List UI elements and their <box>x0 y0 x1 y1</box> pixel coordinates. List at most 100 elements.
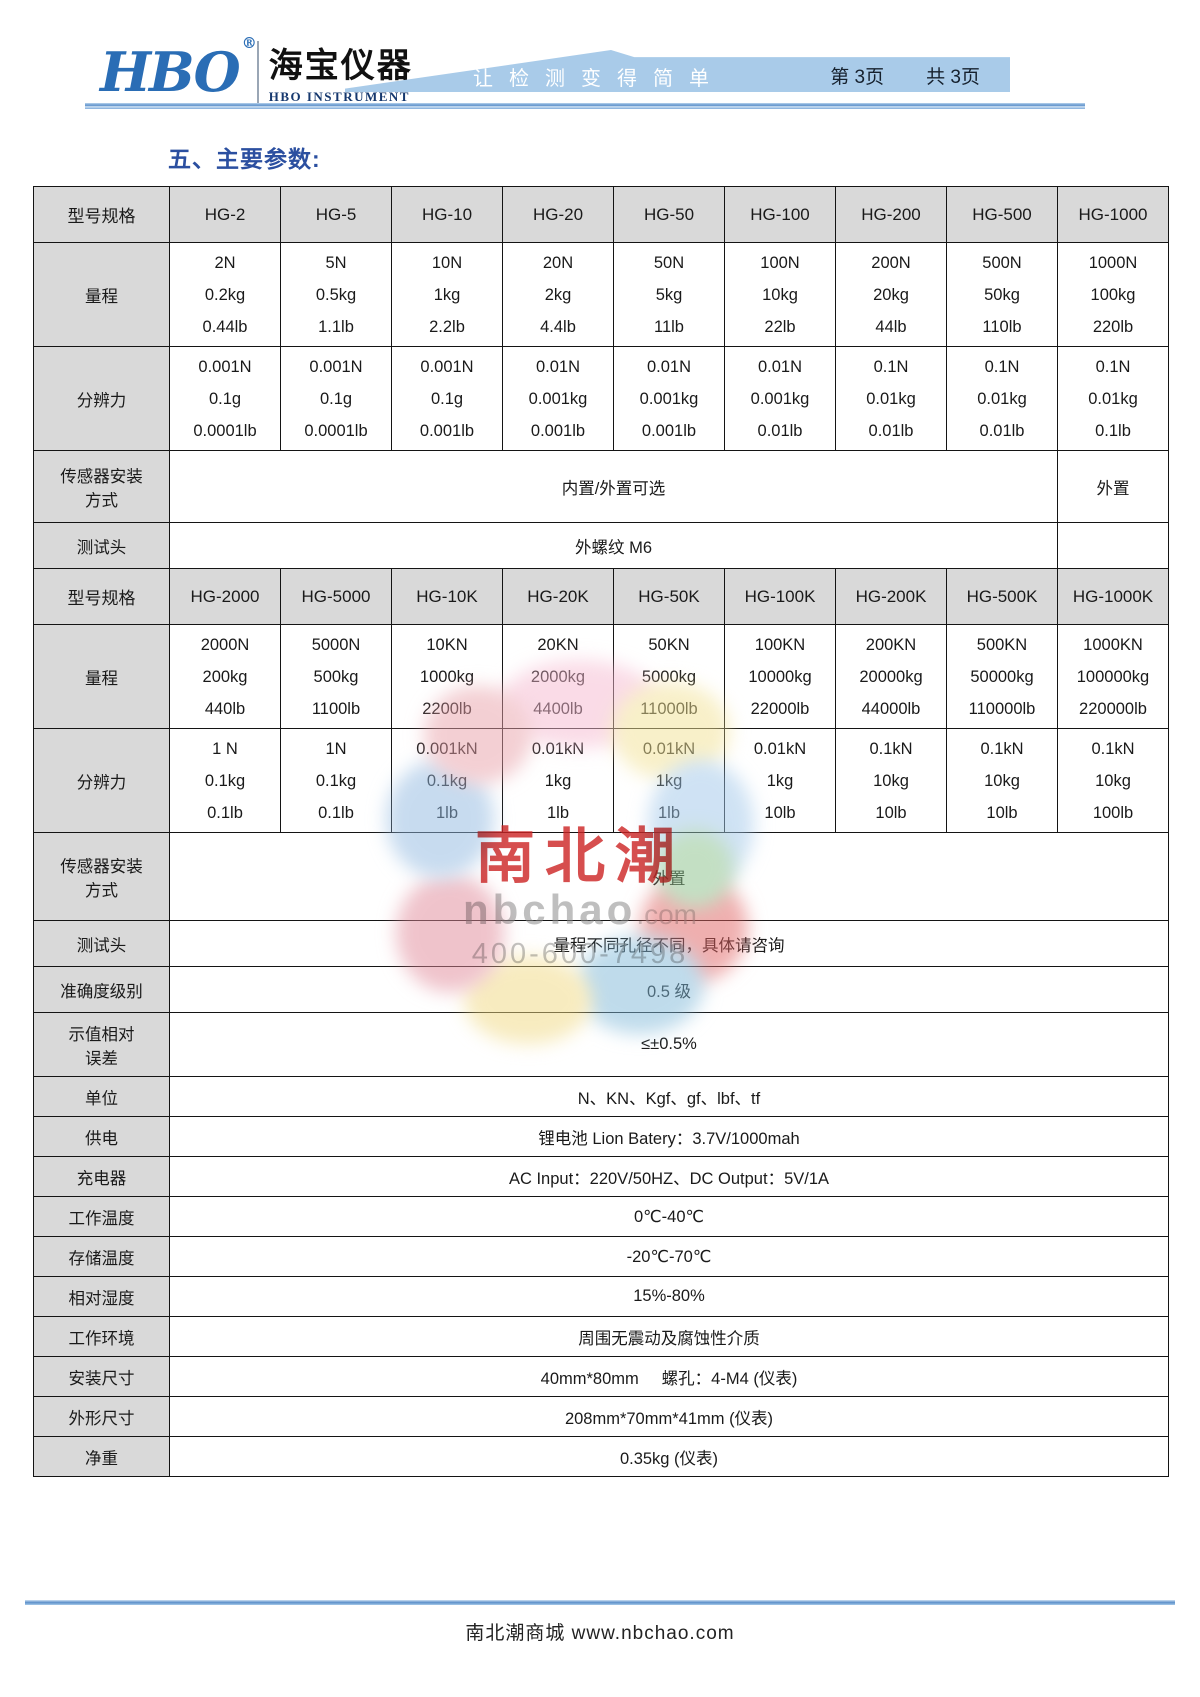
model-header-row-2: 型号规格 HG-2000 HG-5000 HG-10K HG-20K HG-50… <box>33 568 1169 625</box>
range-cell: 1000N 100kg 220lb <box>1057 242 1169 347</box>
test-head-value-cell: 量程不同孔径不同，具体请咨询 <box>169 920 1169 967</box>
model-header-label: 型号规格 <box>33 568 170 625</box>
row-label: 供电 <box>33 1116 170 1157</box>
logo-divider <box>256 40 259 103</box>
test-head-main-cell: 外螺纹 M6 <box>169 522 1058 569</box>
range-cell: 50N 5kg 11lb <box>613 242 725 347</box>
range-cell: 100N 10kg 22lb <box>724 242 836 347</box>
logo-en-name: HBO INSTRUMENT <box>268 89 410 104</box>
resolution-cell: 0.01N 0.001kg 0.01lb <box>724 346 836 451</box>
mounting-size-row: 安装尺寸 40mm*80mm 螺孔：4-M4 (仪表) <box>33 1356 1169 1397</box>
footer-divider-line <box>25 1600 1175 1605</box>
row-label: 安装尺寸 <box>33 1356 170 1397</box>
resolution-cell: 1 N 0.1kg 0.1lb <box>169 728 281 833</box>
resolution-label: 分辨力 <box>33 728 170 833</box>
resolution-cell: 0.001N 0.1g 0.0001lb <box>169 346 281 451</box>
section-title: 五、主要参数: <box>168 146 321 172</box>
row-label: 准确度级别 <box>33 966 170 1013</box>
row-value: 0.5 级 <box>169 966 1169 1013</box>
row-value: 208mm*70mm*41mm (仪表) <box>169 1396 1169 1437</box>
environment-row: 工作环境 周围无震动及腐蚀性介质 <box>33 1316 1169 1357</box>
row-label: 外形尺寸 <box>33 1396 170 1437</box>
range-cell: 500N 50kg 110lb <box>946 242 1058 347</box>
resolution-cell: 0.01kN 1kg 1lb <box>502 728 614 833</box>
spec-table: 型号规格 HG-2 HG-5 HG-10 HG-20 HG-50 HG-100 … <box>33 186 1169 1477</box>
model-cell: HG-1000K <box>1057 568 1169 625</box>
header-slogan: 让检测变得简单 <box>473 68 725 90</box>
resolution-cell: 0.1N 0.01kg 0.1lb <box>1057 346 1169 451</box>
row-value: 锂电池 Lion Batery：3.7V/1000mah <box>169 1116 1169 1157</box>
model-cell: HG-5 <box>280 186 392 243</box>
test-head-row-1: 测试头 外螺纹 M6 <box>33 522 1169 569</box>
range-row-1: 量程 2N 0.2kg 0.44lb 5N 0.5kg 1.1lb 10N 1k… <box>33 242 1169 347</box>
model-cell: HG-200K <box>835 568 947 625</box>
row-label: 单位 <box>33 1076 170 1117</box>
resolution-cell: 0.001N 0.1g 0.001lb <box>391 346 503 451</box>
resolution-cell: 0.1kN 10kg 10lb <box>835 728 947 833</box>
model-cell: HG-200 <box>835 186 947 243</box>
resolution-cell: 0.01N 0.001kg 0.001lb <box>502 346 614 451</box>
row-value: 0℃-40℃ <box>169 1196 1169 1237</box>
page-total: 共 3页 <box>926 67 980 88</box>
range-cell: 500KN 50000kg 110000lb <box>946 624 1058 729</box>
row-label: 工作环境 <box>33 1316 170 1357</box>
model-cell: HG-50K <box>613 568 725 625</box>
dimensions-row: 外形尺寸 208mm*70mm*41mm (仪表) <box>33 1396 1169 1437</box>
row-value: 周围无震动及腐蚀性介质 <box>169 1316 1169 1357</box>
model-header-row-1: 型号规格 HG-2 HG-5 HG-10 HG-20 HG-50 HG-100 … <box>33 186 1169 243</box>
logo-cn-name: 海宝仪器 <box>268 46 413 86</box>
row-value: AC Input：220V/50HZ、DC Output：5V/1A <box>169 1156 1169 1197</box>
sensor-mount-last-cell: 外置 <box>1057 450 1169 523</box>
row-value: N、KN、Kgf、gf、lbf、tf <box>169 1076 1169 1117</box>
resolution-cell: 0.1N 0.01kg 0.01lb <box>946 346 1058 451</box>
range-label: 量程 <box>33 242 170 347</box>
model-cell: HG-10 <box>391 186 503 243</box>
header-ribbon: 让检测变得简单 第 3页 共 3页 <box>345 50 1010 92</box>
range-row-2: 量程 2000N 200kg 440lb 5000N 500kg 1100lb … <box>33 624 1169 729</box>
test-head-label: 测试头 <box>33 920 170 967</box>
row-label: 存储温度 <box>33 1236 170 1277</box>
sensor-mount-label: 传感器安装 方式 <box>33 450 170 523</box>
range-cell: 2000N 200kg 440lb <box>169 624 281 729</box>
row-value: -20℃-70℃ <box>169 1236 1169 1277</box>
model-cell: HG-2000 <box>169 568 281 625</box>
model-cell: HG-1000 <box>1057 186 1169 243</box>
model-cell: HG-500 <box>946 186 1058 243</box>
range-cell: 50KN 5000kg 11000lb <box>613 624 725 729</box>
row-label: 充电器 <box>33 1156 170 1197</box>
accuracy-row: 准确度级别 0.5 级 <box>33 966 1169 1013</box>
power-row: 供电 锂电池 Lion Batery：3.7V/1000mah <box>33 1116 1169 1157</box>
sensor-mount-row-2: 传感器安装 方式 外置 <box>33 832 1169 921</box>
test-head-label: 测试头 <box>33 522 170 569</box>
humidity-row: 相对湿度 15%-80% <box>33 1276 1169 1317</box>
resolution-cell: 0.001N 0.1g 0.0001lb <box>280 346 392 451</box>
row-label: 工作温度 <box>33 1196 170 1237</box>
resolution-cell: 0.001kN 0.1kg 1lb <box>391 728 503 833</box>
resolution-label: 分辨力 <box>33 346 170 451</box>
model-header-label: 型号规格 <box>33 186 170 243</box>
range-cell: 200N 20kg 44lb <box>835 242 947 347</box>
row-label: 示值相对 误差 <box>33 1012 170 1077</box>
relative-error-row: 示值相对 误差 ≤±0.5% <box>33 1012 1169 1077</box>
page-current: 第 3页 <box>830 67 885 88</box>
range-cell: 5000N 500kg 1100lb <box>280 624 392 729</box>
range-label: 量程 <box>33 624 170 729</box>
test-head-row-2: 测试头 量程不同孔径不同，具体请咨询 <box>33 920 1169 967</box>
range-cell: 200KN 20000kg 44000lb <box>835 624 947 729</box>
resolution-row-2: 分辨力 1 N 0.1kg 0.1lb 1N 0.1kg 0.1lb 0.001… <box>33 728 1169 833</box>
registered-mark-icon: ® <box>241 33 257 52</box>
hbo-logo-script: HBO ® <box>100 33 257 104</box>
resolution-row-1: 分辨力 0.001N 0.1g 0.0001lb 0.001N 0.1g 0.0… <box>33 346 1169 451</box>
storage-temp-row: 存储温度 -20℃-70℃ <box>33 1236 1169 1277</box>
range-cell: 1000KN 100000kg 220000lb <box>1057 624 1169 729</box>
working-temp-row: 工作温度 0℃-40℃ <box>33 1196 1169 1237</box>
range-cell: 20N 2kg 4.4lb <box>502 242 614 347</box>
range-cell: 20KN 2000kg 4400lb <box>502 624 614 729</box>
row-value: ≤±0.5% <box>169 1012 1169 1077</box>
footer-text: 南北潮商城 www.nbchao.com <box>465 1623 735 1644</box>
model-cell: HG-50 <box>613 186 725 243</box>
charger-row: 充电器 AC Input：220V/50HZ、DC Output：5V/1A <box>33 1156 1169 1197</box>
row-label: 相对湿度 <box>33 1276 170 1317</box>
row-value: 0.35kg (仪表) <box>169 1436 1169 1477</box>
